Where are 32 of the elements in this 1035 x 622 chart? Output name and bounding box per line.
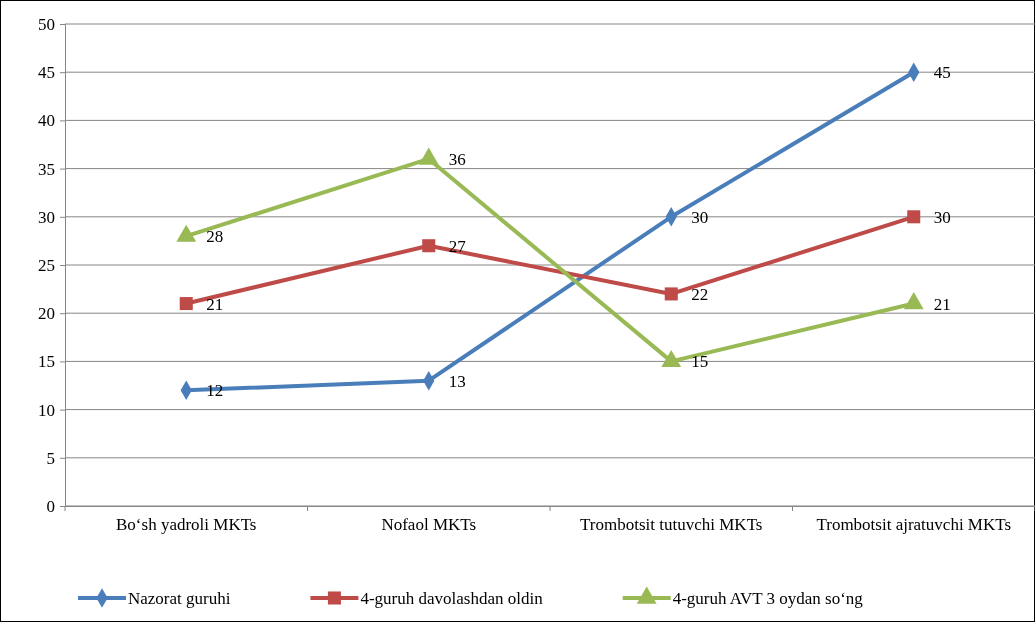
y-tick-label: 20 <box>38 304 55 324</box>
data-label: 28 <box>206 227 224 247</box>
y-tick-label: 35 <box>38 159 55 179</box>
point <box>422 239 436 253</box>
legend-label: 4-guruh AVT 3 oydan so‘ng <box>672 589 864 608</box>
data-label: 45 <box>933 63 951 83</box>
x-tick-label: Trombotsit ajratuvchi MKTs <box>816 515 1012 534</box>
legend-label: 4-guruh davolashdan oldin <box>360 589 544 608</box>
y-tick-label: 5 <box>46 448 55 468</box>
data-label: 15 <box>691 352 709 372</box>
point <box>907 210 921 224</box>
data-label: 21 <box>206 294 224 314</box>
data-label: 21 <box>933 294 951 314</box>
x-tick-label: Bo‘sh yadroli MKTs <box>116 515 257 534</box>
y-tick-label: 45 <box>38 63 55 83</box>
y-tick-label: 30 <box>38 207 55 227</box>
data-label: 13 <box>448 371 466 391</box>
y-tick-label: 15 <box>38 352 55 372</box>
data-label: 36 <box>448 149 466 169</box>
legend-label: Nazorat guruhi <box>128 589 231 608</box>
y-tick-label: 0 <box>46 496 55 516</box>
data-label: 22 <box>691 284 709 304</box>
y-tick-label: 50 <box>38 14 55 34</box>
data-label: 30 <box>933 207 951 227</box>
y-tick-label: 40 <box>38 111 55 131</box>
y-tick-label: 25 <box>38 255 55 275</box>
point <box>664 287 678 301</box>
point <box>179 297 193 311</box>
y-tick-label: 10 <box>38 400 55 420</box>
x-tick-label: Trombotsit tutuvchi MKTs <box>580 515 763 534</box>
data-label: 30 <box>691 207 709 227</box>
x-tick-label: Nofaol MKTs <box>381 515 477 534</box>
